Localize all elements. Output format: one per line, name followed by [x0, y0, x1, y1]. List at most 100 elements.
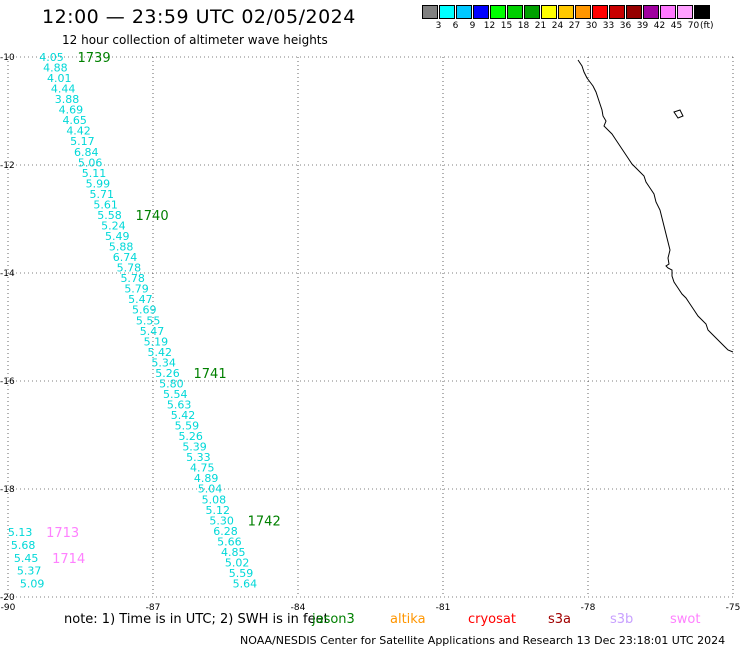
wave-height-value: 5.80	[159, 377, 184, 390]
wave-height-value: 5.09	[20, 578, 45, 591]
lat-lon-grid	[7, 56, 734, 598]
colorbar-swatch	[524, 5, 540, 19]
latitude-label: -14	[0, 269, 15, 279]
colorbar-unit: (ft)	[700, 21, 714, 31]
satellite-legend-s3a: s3a	[548, 612, 572, 627]
wave-height-value: 5.04	[198, 483, 223, 496]
wave-height-value: 5.61	[93, 198, 118, 211]
wave-height-value: 5.45	[14, 552, 39, 565]
wave-height-value: 4.01	[47, 72, 72, 85]
wave-height-value: 6.84	[74, 146, 99, 159]
colorbar-swatch	[473, 5, 489, 19]
latitude-label: -10	[0, 53, 15, 63]
wave-height-value: 4.65	[62, 114, 87, 127]
wave-height-value: 5.47	[140, 325, 165, 338]
pass-time-label: 1741	[194, 367, 227, 382]
wave-height-value: 5.06	[78, 156, 103, 169]
colorbar-swatch	[456, 5, 472, 19]
colorbar-label: 30	[585, 21, 598, 31]
latitude-label: -16	[0, 377, 15, 387]
wave-height-value: 5.66	[217, 535, 242, 548]
satellite-legend-swot: swot	[670, 612, 701, 627]
wave-height-value: 5.59	[229, 567, 254, 580]
altimeter-tracks: 4.054.884.014.443.884.694.654.425.176.84…	[8, 51, 281, 591]
map-subtitle: 12 hour collection of altimeter wave hei…	[62, 33, 328, 47]
colorbar-swatch	[592, 5, 608, 19]
map-title: 12:00 — 23:59 UTC 02/05/2024	[42, 6, 356, 28]
wave-height-value: 5.55	[136, 314, 161, 327]
colorbar-label: 21	[534, 21, 547, 31]
colorbar-swatch	[677, 5, 693, 19]
satellite-legend-s3b: s3b	[610, 612, 634, 627]
wave-height-value: 5.79	[124, 283, 149, 296]
colorbar-label: 27	[568, 21, 581, 31]
wave-height-value: 5.78	[117, 262, 142, 275]
satellite-legend-cryosat: cryosat	[468, 612, 516, 627]
wave-height-value: 5.17	[70, 135, 95, 148]
island-outline	[673, 109, 684, 119]
pass-time-label: 1742	[248, 514, 281, 529]
colorbar-label: 6	[452, 21, 459, 31]
colorbar-swatch	[490, 5, 506, 19]
colorbar-label: 9	[469, 21, 476, 31]
colorbar-label: 3	[435, 21, 442, 31]
wave-height-value: 5.26	[155, 367, 180, 380]
wave-height-value: 4.44	[51, 83, 76, 96]
wave-height-value: 4.85	[221, 546, 246, 559]
colorbar-swatch	[422, 5, 438, 19]
wave-height-value: 5.13	[8, 526, 33, 539]
colorbar-swatch	[558, 5, 574, 19]
wave-height-value: 4.05	[39, 51, 64, 64]
wave-height-value: 4.88	[43, 62, 68, 75]
wave-height-value: 5.39	[182, 441, 207, 454]
wave-height-value: 5.71	[90, 188, 115, 201]
wave-height-value: 5.42	[171, 409, 196, 422]
wave-height-value: 5.78	[120, 272, 145, 285]
longitude-label: -84	[291, 603, 306, 613]
wave-height-value: 5.69	[132, 304, 157, 317]
wave-height-value: 4.75	[190, 462, 215, 475]
colorbar-swatch	[541, 5, 557, 19]
latitude-label: -18	[0, 485, 15, 495]
wave-height-value: 5.12	[206, 504, 231, 517]
wave-height-value: 5.88	[109, 241, 134, 254]
wave-height-value: 5.63	[167, 398, 192, 411]
longitude-label: -87	[146, 603, 161, 613]
pass-time-label: 1714	[52, 552, 85, 567]
colorbar-label: 36	[619, 21, 632, 31]
wave-height-value: 5.99	[86, 177, 111, 190]
wave-height-value: 4.42	[66, 125, 91, 138]
colorbar-swatch	[626, 5, 642, 19]
satellite-legend-altika: altika	[390, 612, 426, 627]
pass-time-label: 1713	[46, 526, 79, 541]
latitude-label: -12	[0, 161, 15, 171]
wave-height-value: 5.42	[148, 346, 173, 359]
wave-height-value: 5.34	[151, 356, 176, 369]
wave-height-value: 5.47	[128, 293, 153, 306]
map-frame	[8, 57, 733, 597]
wave-height-value: 5.26	[178, 430, 203, 443]
wave-height-value: 5.68	[11, 539, 36, 552]
wave-height-value: 5.58	[97, 209, 122, 222]
wave-height-value: 5.37	[17, 565, 42, 578]
colorbar-swatch	[643, 5, 659, 19]
credit-line: NOAA/NESDIS Center for Satellite Applica…	[240, 634, 726, 647]
wave-height-value: 5.24	[101, 219, 126, 232]
wave-height-value: 5.08	[202, 493, 227, 506]
colorbar-labels: 3 6 9 12 15 18 21 24 27 30 33 36 39 42 45 70 (ft)	[422, 21, 740, 33]
pass-time-label: 1739	[78, 51, 111, 66]
colorbar-label: 12	[483, 21, 496, 31]
peru-coastline	[577, 59, 734, 353]
wave-height-value: 3.88	[55, 93, 80, 106]
wave-height-value: 4.89	[194, 472, 219, 485]
wave-height-value: 5.02	[225, 556, 250, 569]
colorbar-label: 15	[500, 21, 513, 31]
footer-note: note: 1) Time is in UTC; 2) SWH is in fe…	[64, 612, 329, 627]
longitude-label: -78	[581, 603, 596, 613]
colorbar-swatch	[694, 5, 710, 19]
colorbar-label: 18	[517, 21, 530, 31]
satellite-legend-jason3: jason3	[312, 612, 355, 627]
longitude-label: -81	[436, 603, 451, 613]
wave-height-value: 6.74	[113, 251, 138, 264]
wave-height-value: 5.19	[144, 335, 169, 348]
